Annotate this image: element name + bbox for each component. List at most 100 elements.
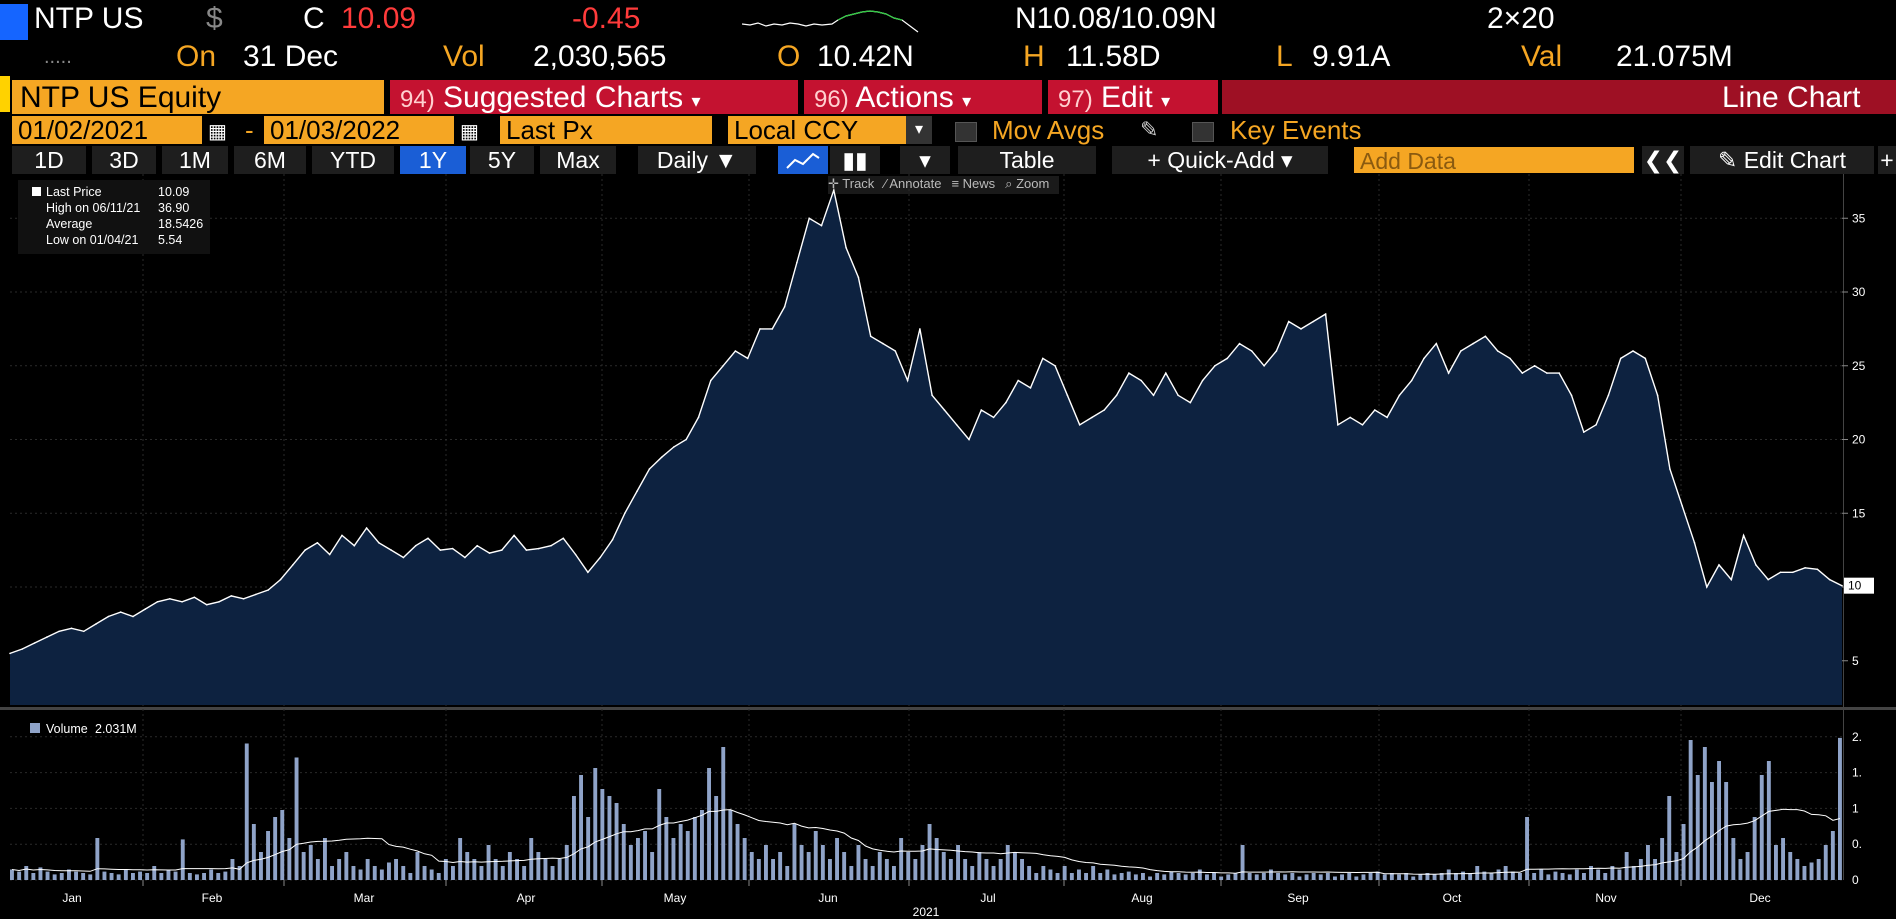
tool-track[interactable]: ✛ Track (828, 176, 874, 191)
price-point (1423, 357, 1425, 360)
range-button-5y[interactable]: 5Y (470, 146, 534, 174)
tool-zoom[interactable]: ⌕ Zoom (1005, 176, 1049, 191)
volume-bar (17, 871, 22, 880)
price-point (1140, 379, 1142, 382)
volume-bar (1276, 873, 1280, 880)
legend-swatch (32, 187, 41, 196)
collapse-icon[interactable]: ❮❮ (1642, 146, 1684, 174)
volume-bar (507, 852, 512, 880)
price-point (1521, 372, 1524, 374)
last-price: 10.09 (341, 2, 417, 35)
volume-bar (1546, 874, 1551, 880)
volume-bar (294, 757, 299, 880)
price-point (1017, 379, 1019, 382)
key-events-checkbox[interactable] (1192, 122, 1214, 142)
volume-bar (1560, 873, 1565, 880)
range-button-1y[interactable]: 1Y (400, 146, 466, 174)
line-chart-icon[interactable] (778, 146, 828, 174)
calendar-icon[interactable]: ▦ (460, 121, 479, 143)
volume-bar (379, 869, 384, 880)
volume-bar (543, 859, 548, 880)
volume-bar (116, 874, 121, 880)
volume-bar (1788, 852, 1793, 880)
candlestick-icon[interactable]: ▮▮ (830, 146, 880, 174)
volume-bar (223, 871, 228, 880)
volume-bar (692, 817, 697, 880)
x-tick-label: Jul (980, 891, 995, 905)
legend-label: High on 06/11/21 (46, 201, 140, 215)
range-button-1m[interactable]: 1M (162, 146, 228, 174)
volume-bar (1240, 845, 1245, 880)
price-point (1496, 350, 1499, 352)
chevron-down-icon: ▾ (1281, 147, 1293, 173)
value-label: Val (1521, 40, 1563, 73)
volume-bar (1347, 873, 1352, 880)
volume-bar (1439, 873, 1444, 880)
calendar-icon[interactable]: ▦ (208, 121, 227, 143)
line-chart-glyph (786, 152, 820, 169)
suggested-charts-button[interactable]: 94) Suggested Charts ▾ (390, 80, 798, 114)
chevron-down-icon[interactable]: ▾ (900, 146, 950, 174)
field-selector[interactable]: Last Px (500, 116, 712, 144)
price-point (919, 328, 921, 330)
price-point (869, 335, 872, 338)
edit-chart-button[interactable]: ✎ Edit Chart (1690, 146, 1874, 174)
range-button-3d[interactable]: 3D (92, 146, 156, 174)
volume-bar (1823, 845, 1828, 880)
security-field[interactable]: NTP US Equity (12, 80, 384, 114)
price-point (390, 549, 393, 551)
volume-bar (1233, 873, 1238, 880)
volume-bar (486, 845, 491, 880)
table-button[interactable]: Table (958, 146, 1096, 174)
ticker[interactable]: NTP US (34, 2, 144, 35)
edit-button[interactable]: 97) Edit ▾ (1048, 80, 1218, 114)
currency-selector[interactable]: Local CCY (728, 116, 906, 144)
volume-bar (59, 873, 64, 880)
end-date-field[interactable]: 01/03/2022 (264, 116, 454, 144)
volume-bar (1162, 874, 1167, 880)
price-point (1410, 379, 1413, 382)
volume-bar (1624, 852, 1629, 880)
price-point (574, 553, 577, 556)
volume-bar (1795, 859, 1800, 880)
menu-dots[interactable]: ..... (44, 46, 72, 68)
volume-bar (941, 852, 946, 880)
price-point (1177, 394, 1179, 397)
volume-bar (1034, 873, 1039, 880)
volume-bar (870, 866, 875, 880)
range-button-max[interactable]: Max (540, 146, 616, 174)
volume-bar (813, 831, 818, 880)
volume-bar (1589, 866, 1593, 880)
volume-bar (1830, 831, 1835, 880)
volume-bar (123, 869, 128, 880)
volume-bar (67, 869, 71, 880)
price-point (218, 601, 220, 603)
y-tick-label: 25 (1852, 359, 1866, 373)
range-button-ytd[interactable]: YTD (312, 146, 394, 174)
price-point (980, 409, 983, 411)
chevron-down-icon[interactable]: ▾ (906, 116, 932, 144)
add-data-input[interactable]: Add Data (1354, 147, 1634, 174)
pencil-icon[interactable]: ✎ (1140, 117, 1159, 142)
actions-button[interactable]: 96) Actions ▾ (804, 80, 1042, 114)
volume-bar (877, 852, 882, 880)
price-point (624, 512, 626, 515)
price-point (734, 350, 737, 352)
quick-add-button[interactable]: + Quick-Add ▾ (1112, 146, 1328, 174)
volume-bar (920, 845, 925, 880)
tool-news[interactable]: ≡ News (951, 176, 995, 191)
volume-bar (209, 869, 214, 880)
periodicity-dropdown[interactable]: Daily ▼ (638, 146, 756, 174)
range-button-6m[interactable]: 6M (234, 146, 306, 174)
price-point (304, 549, 306, 551)
add-icon[interactable]: + (1878, 146, 1896, 174)
start-date-field[interactable]: 01/02/2021 (12, 116, 202, 144)
volume-bar (1254, 874, 1259, 880)
tool-annotate[interactable]: ∕ Annotate (884, 176, 941, 191)
mov-avgs-checkbox[interactable] (955, 122, 977, 142)
range-button-1d[interactable]: 1D (12, 146, 86, 174)
volume-bar (1461, 871, 1465, 880)
volume-bar (849, 866, 854, 880)
volume-bar (678, 824, 683, 880)
